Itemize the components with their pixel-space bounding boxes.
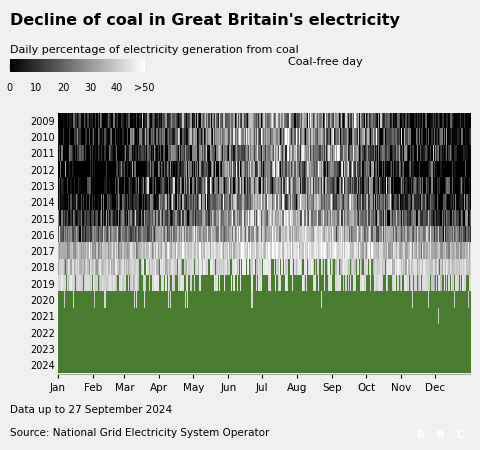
Text: Daily percentage of electricity generation from coal: Daily percentage of electricity generati… <box>10 45 299 55</box>
Text: Data up to 27 September 2024: Data up to 27 September 2024 <box>10 405 172 415</box>
Text: 20: 20 <box>57 83 70 93</box>
Text: B: B <box>416 430 423 440</box>
Text: Decline of coal in Great Britain's electricity: Decline of coal in Great Britain's elect… <box>10 14 399 28</box>
Text: 40: 40 <box>111 83 123 93</box>
Text: 30: 30 <box>84 83 96 93</box>
Text: B: B <box>436 430 444 440</box>
Text: Coal-free day: Coal-free day <box>288 57 363 67</box>
Text: 0: 0 <box>7 83 12 93</box>
Text: C: C <box>456 430 464 440</box>
Text: |: | <box>9 63 11 70</box>
Text: Source: National Grid Electricity System Operator: Source: National Grid Electricity System… <box>10 428 269 437</box>
Text: 10: 10 <box>30 83 43 93</box>
Text: >50: >50 <box>134 83 154 93</box>
